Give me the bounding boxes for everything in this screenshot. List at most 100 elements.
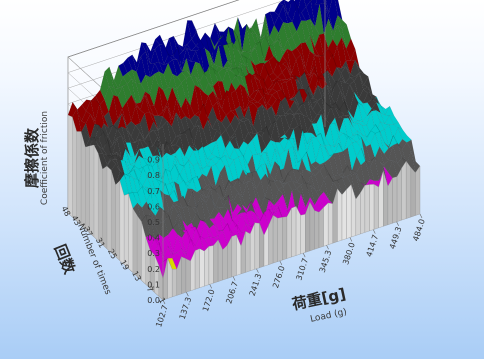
front-skirt-cell [208, 245, 214, 285]
x-tick-mark [279, 260, 283, 266]
front-skirt-cell [300, 214, 306, 255]
surface-cell [310, 0, 312, 3]
front-skirt-cell [282, 216, 288, 261]
front-skirt-cell [341, 188, 347, 241]
surface-cell [397, 127, 408, 140]
x-tick-mark [419, 213, 423, 219]
x-tick-label: 380.0 [341, 241, 357, 266]
left-skirt-cell [89, 144, 95, 238]
left-skirt-cell [85, 145, 90, 234]
y-tick-label: 25 [106, 247, 119, 260]
x-tick-label: 449.3 [388, 226, 404, 251]
front-skirt-cell [181, 256, 187, 295]
front-skirt-cell [410, 167, 416, 218]
left-skirt-cell [132, 208, 138, 277]
front-skirt-cell [222, 244, 228, 281]
left-skirt-cell [115, 180, 120, 261]
front-skirt-cell [392, 176, 398, 224]
front-skirt-cell [396, 168, 402, 222]
front-skirt-cell [387, 177, 393, 226]
x-tick-mark [373, 229, 376, 234]
z-tick-label: 0.7 [147, 187, 160, 196]
z-tick-label: 0.2 [147, 265, 160, 274]
y-tick-label: 19 [118, 258, 131, 271]
front-skirt-cell [369, 184, 375, 232]
x-tick-label: 310.7 [294, 257, 310, 282]
front-skirt-cell [401, 160, 407, 221]
left-skirt-cell [102, 165, 108, 249]
front-skirt-cell [323, 202, 329, 247]
z-tick-label: 0.8 [147, 171, 160, 180]
y-tick-label: 43 [70, 214, 83, 227]
left-skirt-cell [80, 131, 86, 230]
x-tick-label: 206.7 [224, 280, 240, 305]
front-skirt-cell [291, 206, 297, 258]
x-tick-mark [256, 268, 259, 273]
z-tick-label: 1.0 [147, 140, 160, 149]
z-tick-label: 0.6 [147, 202, 160, 211]
z-axis-title-en: Coefficient of friction [40, 111, 50, 205]
surface-cell [354, 59, 365, 74]
surface-cell [406, 139, 416, 162]
left-skirt-cell [106, 165, 112, 253]
z-tick-label: 0.1 [147, 280, 160, 289]
z-axis-ticks: 0.0 0.1 0.2 0.3 0.4 0.5 0.6 0.7 0.8 0.9 1.0 [147, 140, 160, 305]
front-skirt-cell [318, 207, 324, 249]
left-skirt-cell [93, 144, 99, 242]
front-skirt-cell [231, 234, 237, 278]
y-tick-label: 7 [145, 285, 155, 294]
y-tick-label: 48 [59, 205, 72, 218]
front-skirt-cell [286, 208, 292, 259]
front-skirt-cell [204, 246, 210, 287]
front-skirt-cell [406, 160, 411, 219]
left-skirt-cell [76, 131, 82, 226]
z-axis-title-jp: 摩擦係数 [23, 127, 41, 188]
front-skirt-cell [245, 231, 251, 273]
y-tick-label: 1 [157, 296, 167, 305]
front-skirt-cell [415, 165, 421, 216]
surface-plot [67, 0, 421, 301]
front-skirt-cell [346, 184, 352, 239]
front-skirt-cell [373, 184, 379, 230]
front-skirt-cell [337, 188, 343, 242]
left-skirt-cell [111, 170, 116, 257]
front-skirt-cell [172, 268, 177, 298]
z-tick-label: 0.3 [147, 249, 160, 258]
front-skirt-cell [254, 222, 260, 270]
x-tick-mark [232, 276, 236, 281]
front-skirt-cell [355, 192, 361, 236]
left-skirt-cell [72, 116, 77, 222]
x-tick-label: 414.7 [365, 233, 381, 258]
left-skirt-cell [98, 153, 103, 245]
x-tick-label: 172.0 [201, 288, 217, 313]
chart-frame [67, 0, 326, 300]
x-tick-label: 345.3 [318, 249, 334, 274]
front-skirt-cell [314, 210, 320, 250]
x-tick-label: 137.3 [178, 296, 194, 321]
front-skirt-cell [364, 184, 370, 233]
z-tick-label: 0.5 [147, 218, 160, 227]
y-axis-title-jp: 回数 [51, 242, 79, 277]
z-tick-label: 0.4 [147, 234, 160, 243]
frame-edge [67, 0, 326, 127]
x-axis-title-en: Load (g) [309, 307, 347, 325]
front-skirt-cell [295, 206, 301, 256]
z-tick-label: 0.0 [147, 296, 160, 305]
x-tick-label: 241.3 [248, 273, 264, 298]
x-tick-mark [326, 245, 329, 250]
left-skirt-cell [119, 180, 125, 265]
front-skirt-cell [328, 202, 333, 245]
x-tick-label: 276.0 [271, 265, 287, 290]
x-tick-mark [302, 252, 306, 258]
front-skirt-cell [185, 258, 191, 293]
z-tick-label: 0.9 [147, 156, 160, 165]
front-skirt-cell [309, 202, 315, 252]
surface-cell [334, 0, 343, 21]
x-tick-mark [186, 292, 189, 297]
x-tick-mark [209, 284, 212, 289]
front-skirt-cell [199, 248, 205, 288]
front-skirt-cell [194, 248, 200, 290]
